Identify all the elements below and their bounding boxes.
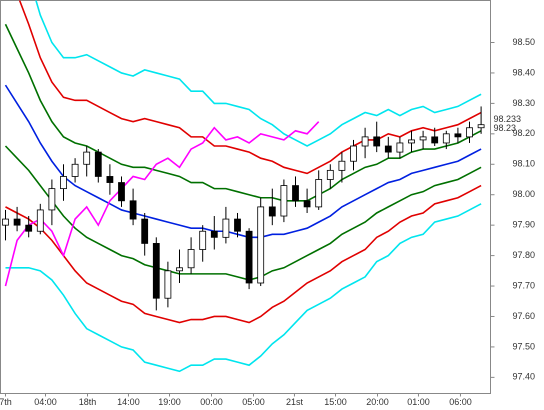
y-tick-label: 97.90	[513, 220, 536, 230]
x-tick-label: 06:00	[449, 397, 472, 407]
y-tick-label: 97.60	[513, 311, 536, 321]
candle-body	[454, 133, 462, 138]
candle-body	[477, 124, 485, 129]
y-tick-label: 98.40	[513, 67, 536, 77]
plot-area	[0, 0, 491, 394]
candle-body	[60, 176, 67, 190]
x-tick-label: 18th	[79, 397, 97, 407]
y-tick-label: 98.10	[513, 159, 536, 169]
x-tick-label: 21st	[286, 397, 304, 407]
y-tick-label: 98.20	[513, 128, 536, 138]
candle-body	[292, 185, 299, 202]
candle-body	[187, 249, 195, 269]
candle-body	[350, 145, 357, 162]
candle-body	[280, 185, 288, 217]
candle-body	[442, 133, 450, 144]
candle-body	[234, 218, 241, 232]
candle-body	[118, 182, 125, 202]
candle-body	[94, 151, 102, 177]
candle-body	[257, 206, 265, 284]
x-tick-label: 15:00	[324, 397, 347, 407]
band-line	[5, 184, 482, 324]
candle-body	[384, 145, 392, 153]
plot	[2, 0, 485, 373]
band-line	[5, 203, 482, 373]
candle-body	[141, 218, 149, 244]
candle-body	[25, 224, 33, 232]
y-tick-label: 97.40	[513, 372, 536, 382]
y-tick-label: 97.80	[513, 250, 536, 260]
candle-body	[373, 136, 381, 147]
x-tick-label: 14:00	[117, 397, 140, 407]
candle-body	[2, 218, 9, 226]
candle-body	[129, 200, 137, 220]
candle-body	[268, 206, 276, 217]
candle-body	[106, 176, 114, 183]
candle-body	[408, 139, 415, 144]
candle-body	[199, 230, 207, 250]
candle-body	[83, 151, 91, 165]
y-tick-label: 98.30	[513, 98, 536, 108]
candle-body	[222, 218, 230, 238]
candle-body	[245, 230, 253, 284]
candle-body	[36, 209, 44, 232]
y-tick-label: 98.50	[513, 37, 536, 47]
candle-body	[71, 163, 79, 177]
y-tick-label: 97.70	[513, 280, 536, 290]
candle-body	[419, 136, 427, 141]
price-label: 98.233	[494, 114, 522, 124]
band-line	[4, 145, 482, 281]
candle-body	[164, 270, 172, 299]
price-label: 98.23	[494, 123, 517, 133]
band-line	[4, 23, 482, 202]
candle-body	[48, 188, 56, 211]
x-tick-label: 04:00	[34, 397, 57, 407]
candle-body	[315, 179, 323, 208]
candle-body	[176, 267, 183, 272]
candle-body	[396, 142, 404, 153]
band-line	[35, 0, 482, 147]
band-line	[4, 84, 482, 239]
x-tick-label: 00:00	[200, 397, 223, 407]
x-tick-label: 20:00	[366, 397, 389, 407]
candle-body	[431, 136, 439, 144]
candle-body	[152, 243, 160, 299]
band-line	[18, 0, 482, 175]
candle-body	[303, 200, 311, 208]
x-tick-label: 05:00	[242, 397, 265, 407]
band-line	[4, 121, 320, 287]
candle-body	[326, 169, 334, 180]
candle-body	[13, 218, 21, 226]
candle-body	[466, 127, 473, 138]
x-tick-label: 01:00	[407, 397, 430, 407]
y-tick-label: 97.50	[513, 341, 536, 351]
x-tick-label: 7th	[0, 397, 12, 407]
x-tick-label: 19:00	[158, 397, 181, 407]
candle-body	[361, 136, 369, 147]
y-tick-label: 98.00	[513, 189, 536, 199]
candle-body	[210, 230, 218, 238]
candle-body	[338, 160, 346, 171]
